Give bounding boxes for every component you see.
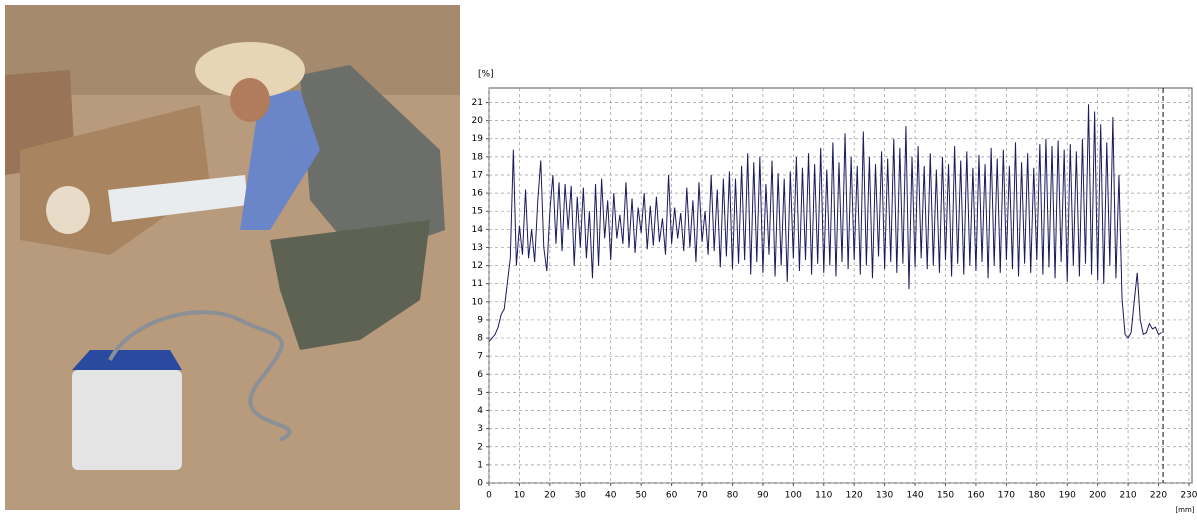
x-tick-label: 80	[727, 491, 739, 501]
y-tick-label: 3	[477, 424, 483, 434]
core-hole	[46, 186, 90, 234]
x-tick-label: 60	[666, 491, 678, 501]
y-tick-label: 7	[477, 352, 483, 362]
y-tick-label: 0	[477, 479, 483, 489]
x-tick-label: 70	[696, 491, 708, 501]
x-tick-label: 210	[1119, 491, 1136, 501]
face	[230, 78, 270, 122]
x-tick-label: 200	[1089, 491, 1106, 501]
y-tick-label: 6	[477, 370, 483, 380]
y-tick-label: 21	[472, 98, 483, 108]
x-tick-label: 0	[486, 491, 492, 501]
page: [%] [mm] 0123456789101112131415161718192…	[0, 0, 1197, 516]
y-tick-label: 5	[477, 388, 483, 398]
y-tick-label: 8	[477, 334, 483, 344]
y-tick-label: 14	[472, 225, 484, 235]
x-tick-label: 40	[605, 491, 617, 501]
x-tick-label: 140	[906, 491, 923, 501]
y-tick-label: 18	[472, 152, 484, 162]
x-axis-label: [mm]	[1175, 506, 1194, 514]
plot-frame	[489, 88, 1192, 483]
y-tick-label: 12	[472, 261, 483, 271]
y-tick-label: 17	[472, 170, 483, 180]
device	[72, 370, 182, 470]
x-tick-label: 190	[1059, 491, 1076, 501]
y-tick-label: 2	[477, 442, 483, 452]
y-tick-label: 4	[477, 406, 483, 416]
x-tick-label: 180	[1028, 491, 1045, 501]
x-tick-label: 130	[876, 491, 893, 501]
x-tick-label: 120	[846, 491, 863, 501]
y-tick-label: 15	[472, 207, 483, 217]
y-tick-label: 20	[472, 116, 484, 126]
x-tick-label: 20	[544, 491, 556, 501]
x-tick-label: 150	[937, 491, 954, 501]
y-tick-label: 13	[472, 243, 483, 253]
x-tick-label: 90	[757, 491, 769, 501]
x-tick-label: 100	[785, 491, 802, 501]
y-tick-label: 10	[472, 297, 484, 307]
device-top	[72, 350, 182, 370]
y-tick-label: 1	[477, 460, 483, 470]
x-tick-label: 160	[967, 491, 984, 501]
x-tick-label: 10	[514, 491, 526, 501]
photo	[5, 5, 460, 510]
x-tick-label: 230	[1180, 491, 1197, 501]
x-tick-label: 50	[635, 491, 647, 501]
x-tick-label: 30	[575, 491, 587, 501]
x-tick-label: 220	[1150, 491, 1167, 501]
y-tick-label: 19	[472, 134, 484, 144]
chart: [%] [mm] 0123456789101112131415161718192…	[472, 70, 1197, 515]
y-tick-label: 9	[477, 315, 483, 325]
x-tick-label: 110	[815, 491, 832, 501]
y-tick-label: 16	[472, 189, 484, 199]
x-tick-label: 170	[998, 491, 1015, 501]
y-tick-label: 11	[472, 279, 483, 289]
y-axis-label: [%]	[478, 70, 494, 80]
